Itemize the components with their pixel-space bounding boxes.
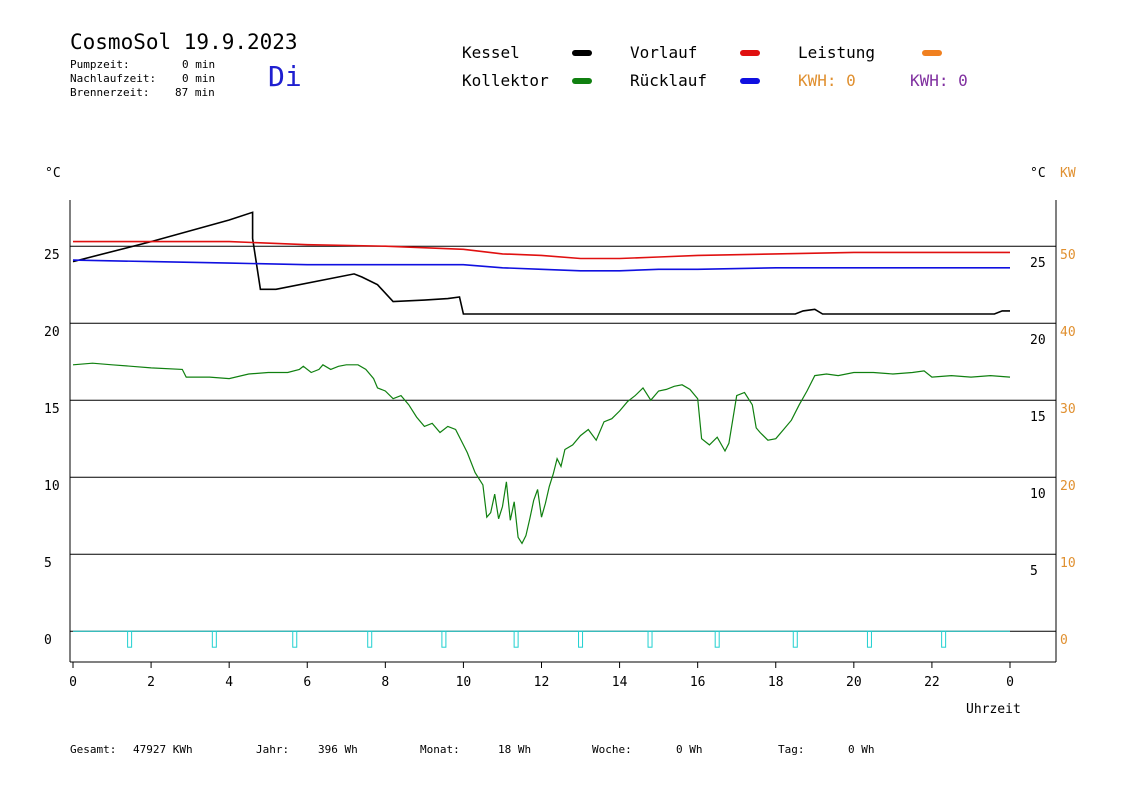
y-tick-label-left: 10 xyxy=(44,479,60,494)
right-axis-unit-kw: KW xyxy=(1060,166,1076,181)
x-tick-label: 4 xyxy=(225,675,233,690)
series-line-vorlauf xyxy=(73,240,1010,260)
kw-tick-label: 30 xyxy=(1060,402,1076,417)
legend-swatch-ruecklauf xyxy=(740,78,760,84)
y-tick-label-right: 5 xyxy=(1030,564,1038,579)
y-tick-label-left: 25 xyxy=(44,248,60,263)
x-tick-label: 12 xyxy=(534,675,550,690)
series-line-rcklauf xyxy=(72,259,1010,272)
legend-swatch-kollektor xyxy=(572,78,592,84)
x-tick-label: 14 xyxy=(612,675,628,690)
x-tick-label: 22 xyxy=(924,675,940,690)
footer-label-woche: Woche: xyxy=(592,743,632,756)
x-tick-label: 20 xyxy=(846,675,862,690)
leistung-marker xyxy=(292,630,298,648)
stat-value-brennerzeit: 87 min xyxy=(175,86,215,99)
stat-label-pumpzeit: Pumpzeit: xyxy=(70,58,130,71)
leistung-marker xyxy=(941,630,947,648)
y-tick-label-left: 0 xyxy=(44,633,52,648)
chart-title: CosmoSol 19.9.2023 xyxy=(70,30,298,54)
footer-value-jahr: 396 Wh xyxy=(318,743,358,756)
y-tick-label-left: 5 xyxy=(44,556,52,571)
x-axis-label: Uhrzeit xyxy=(966,702,1021,717)
kw-tick-label: 50 xyxy=(1060,248,1076,263)
kwh-purple: KWH: 0 xyxy=(910,71,968,90)
footer-label-gesamt: Gesamt: xyxy=(70,743,117,756)
legend-label-leistung: Leistung xyxy=(798,43,876,62)
kw-tick-label: 10 xyxy=(1060,556,1076,571)
footer-label-tag: Tag: xyxy=(778,743,805,756)
leistung-marker xyxy=(441,630,447,648)
x-tick-label: 6 xyxy=(303,675,311,690)
legend-label-vorlauf: Vorlauf xyxy=(630,43,698,62)
x-tick-label: 2 xyxy=(147,675,155,690)
y-tick-label-right: 15 xyxy=(1030,410,1046,425)
legend-swatch-kessel xyxy=(572,50,592,56)
right-axis-unit: °C xyxy=(1030,166,1046,181)
footer-value-gesamt: 47927 KWh xyxy=(133,743,193,756)
footer-value-monat: 18 Wh xyxy=(498,743,532,756)
leistung-marker xyxy=(578,630,584,648)
y-tick-label-right: 25 xyxy=(1030,256,1046,271)
x-tick-label: 10 xyxy=(456,675,472,690)
leistung-marker xyxy=(127,630,133,648)
legend-swatch-vorlauf xyxy=(740,50,760,56)
x-tick-label: 8 xyxy=(381,675,389,690)
x-tick-label: 16 xyxy=(690,675,706,690)
leistung-marker xyxy=(367,630,373,648)
leistung-marker xyxy=(513,630,519,648)
legend-swatch-leistung xyxy=(922,50,942,56)
leistung-marker xyxy=(647,630,653,648)
left-axis-unit: °C xyxy=(45,166,61,181)
stat-label-nachlaufzeit: Nachlaufzeit: xyxy=(70,72,157,85)
leistung-marker xyxy=(866,630,872,648)
series-line-kessel xyxy=(72,211,1010,315)
y-tick-label-left: 20 xyxy=(44,325,60,340)
footer-label-jahr: Jahr: xyxy=(256,743,290,756)
leistung-marker xyxy=(211,630,217,648)
stat-value-nachlaufzeit: 0 min xyxy=(182,72,216,85)
y-tick-label-right: 20 xyxy=(1030,333,1046,348)
leistung-marker xyxy=(792,630,798,648)
stat-value-pumpzeit: 0 min xyxy=(182,58,216,71)
legend-label-kollektor: Kollektor xyxy=(462,71,549,90)
legend-label-kessel: Kessel xyxy=(462,43,520,62)
x-tick-label: 0 xyxy=(1006,675,1014,690)
legend-label-ruecklauf: Rücklauf xyxy=(630,71,708,90)
x-tick-label: 18 xyxy=(768,675,784,690)
leistung-marker xyxy=(714,630,720,648)
kw-tick-label: 20 xyxy=(1060,479,1076,494)
weekday-label: Di xyxy=(268,60,302,93)
footer-value-tag: 0 Wh xyxy=(848,743,875,756)
footer-label-monat: Monat: xyxy=(420,743,460,756)
y-tick-label-right: 10 xyxy=(1030,487,1046,502)
kwh-orange: KWH: 0 xyxy=(798,71,856,90)
stat-label-brennerzeit: Brennerzeit: xyxy=(70,86,150,99)
x-tick-label: 0 xyxy=(69,675,77,690)
footer-value-woche: 0 Wh xyxy=(676,743,703,756)
y-tick-label-left: 15 xyxy=(44,402,60,417)
kw-tick-label: 40 xyxy=(1060,325,1076,340)
kw-tick-label: 0 xyxy=(1060,633,1068,648)
series-line-kollektor xyxy=(72,362,1011,545)
